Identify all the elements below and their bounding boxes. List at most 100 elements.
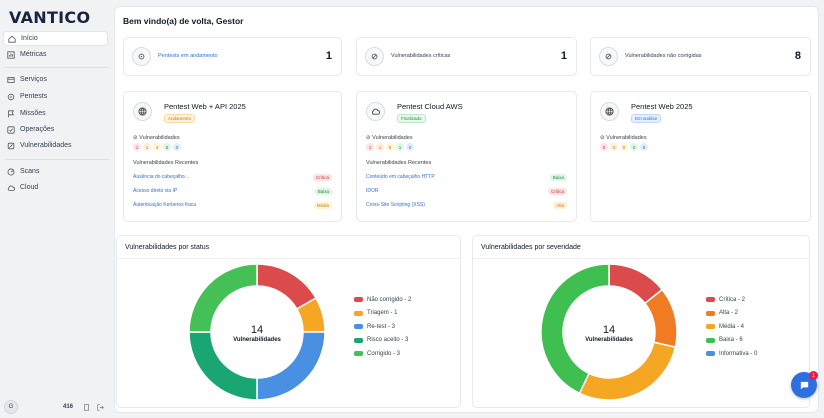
cloud-icon [366,102,385,121]
sidebar-item-servicos[interactable]: Serviços [3,72,108,87]
donut-chart [540,263,678,401]
sidebar-divider [5,159,109,160]
stat-card-pentests[interactable]: Pentests em andamento 1 [123,37,342,76]
chart-icon [7,50,15,59]
sidebar-item-vulnerabilidades[interactable]: Vulnerabilidades [3,138,108,153]
recent-vuln-link[interactable]: Cross-Site Scripting (XSS) [366,202,425,208]
sidebar-footer: G 416 [4,398,110,416]
status-badge: Em análise [631,114,662,123]
legend-label: Informativa - 0 [719,350,758,357]
count-info: 0 [640,143,648,151]
count-baixa: 0 [630,143,638,151]
sidebar: VANTICO Início Métricas Serviços Pentest… [0,0,114,418]
legend-swatch [354,351,363,357]
sidebar-item-label: Missões [20,110,46,117]
avatar[interactable]: G [4,400,18,414]
pentest-icon [7,93,15,101]
stat-card-criticas[interactable]: Vulnerabilidades críticas 1 [356,37,577,76]
legend-item[interactable]: Informativa - 0 [706,347,757,361]
app-logo[interactable]: VANTICO [9,8,91,27]
recent-vuln-link[interactable]: Ausência do cabeçalho... [133,174,189,180]
legend-item[interactable]: Crítica - 2 [706,293,757,307]
count-alta: 0 [610,143,618,151]
globe-icon [600,102,619,121]
donut-center-value: 14 [602,324,616,336]
legend-item[interactable]: Média - 4 [706,320,757,334]
shield-icon [365,47,384,66]
recent-label: Vulnerabilidades Recentes [133,160,199,166]
status-badge: Finalizado [397,114,426,123]
recent-vuln-link[interactable]: Autenticação Kerberos fraca [133,202,197,208]
legend-swatch [706,324,715,330]
legend-label: Risco aceito - 3 [367,337,409,344]
recent-vuln-link[interactable]: Acesso direto via IP [133,188,178,194]
donut-slice-baixa[interactable] [540,263,610,395]
globe-icon [133,102,152,121]
severity-badge: Média [313,202,332,209]
pentest-card[interactable]: Pentest Cloud AWS Finalizado ⊘ Vulnerabi… [356,91,577,222]
count-media: 0 [620,143,628,151]
recent-vuln-link[interactable]: Conteúdo em cabeçalho HTTP [366,174,435,180]
donut-center-label: Vulnerabilidades [233,337,281,343]
count-critica: 0 [600,143,608,151]
stat-label: Vulnerabilidades não corrigidas [625,53,702,59]
sidebar-divider [5,67,109,68]
chart-title: Vulnerabilidades por status [125,244,210,251]
legend-item[interactable]: Baixa - 6 [706,334,757,348]
count-baixa: 1 [396,143,404,151]
count-alta: 1 [143,143,151,151]
document-icon[interactable] [82,403,90,411]
donut-slice-m-dia[interactable] [578,341,677,401]
count-media: 4 [153,143,161,151]
vuln-label: ⊘ Vulnerabilidades [366,135,413,141]
legend-label: Re-test - 3 [367,323,396,330]
vuln-counts: 0 0 0 0 0 [600,143,648,151]
legend-swatch [354,324,363,330]
count-alta: 1 [376,143,384,151]
legend-item[interactable]: Re-test - 3 [354,320,411,334]
count-info: 0 [173,143,181,151]
donut-slice-corrigido[interactable] [188,263,258,333]
chart-legend: Não corrigido - 2 Triagem - 1 Re-test - 3 R… [354,293,411,361]
sidebar-item-metricas[interactable]: Métricas [3,47,108,62]
stat-card-nao-corrigidas[interactable]: Vulnerabilidades não corrigidas 8 [590,37,811,76]
vuln-counts: 1 1 4 5 0 [133,143,181,151]
sidebar-item-inicio[interactable]: Início [3,31,108,46]
severity-badge: Baixa [549,174,567,181]
cloud-icon [7,184,15,192]
legend-item[interactable]: Não corrigido - 2 [354,293,411,307]
chart-divider [473,258,809,259]
chat-icon [800,381,808,389]
logout-icon[interactable] [96,403,104,411]
services-icon [7,76,15,84]
sidebar-item-label: Operações [20,126,55,133]
legend-item[interactable]: Alta - 2 [706,307,757,321]
sidebar-item-cloud[interactable]: Cloud [3,180,108,195]
sidebar-item-missoes[interactable]: Missões [3,106,108,121]
sidebar-item-pentests[interactable]: Pentests [3,89,108,104]
pentest-card[interactable]: Pentest Web 2025 Em análise ⊘ Vulnerabil… [590,91,811,222]
sidebar-item-label: Início [21,35,38,42]
vuln-counts: 1 1 0 1 0 [366,143,414,151]
legend-item[interactable]: Corrigido - 3 [354,347,411,361]
page-title: Bem vindo(a) de volta, Gestor [123,16,244,26]
legend-item[interactable]: Triagem - 1 [354,307,411,321]
sidebar-item-scans[interactable]: Scans [3,164,108,179]
main-panel: Bem vindo(a) de volta, Gestor Pentests e… [114,6,819,413]
legend-swatch [706,310,715,316]
count-critica: 1 [133,143,141,151]
donut-center-value: 14 [250,324,264,336]
pentest-title: Pentest Web + API 2025 [164,102,246,111]
legend-label: Triagem - 1 [367,310,398,317]
pentest-icon [132,47,151,66]
recent-vuln-link[interactable]: IDOR [366,188,379,194]
notification-badge: 1 [809,371,818,380]
sidebar-item-operacoes[interactable]: Operações [3,122,108,137]
chart-title: Vulnerabilidades por severidade [481,244,581,251]
stat-label[interactable]: Pentests em andamento [158,53,218,59]
legend-swatch [706,297,715,303]
chart-card-severidade: Vulnerabilidades por severidade 14 Vulne… [472,235,810,408]
pentest-card[interactable]: Pentest Web + API 2025 Andamento ⊘ Vulne… [123,91,342,222]
legend-item[interactable]: Risco aceito - 3 [354,334,411,348]
recent-label: Vulnerabilidades Recentes [366,160,432,166]
